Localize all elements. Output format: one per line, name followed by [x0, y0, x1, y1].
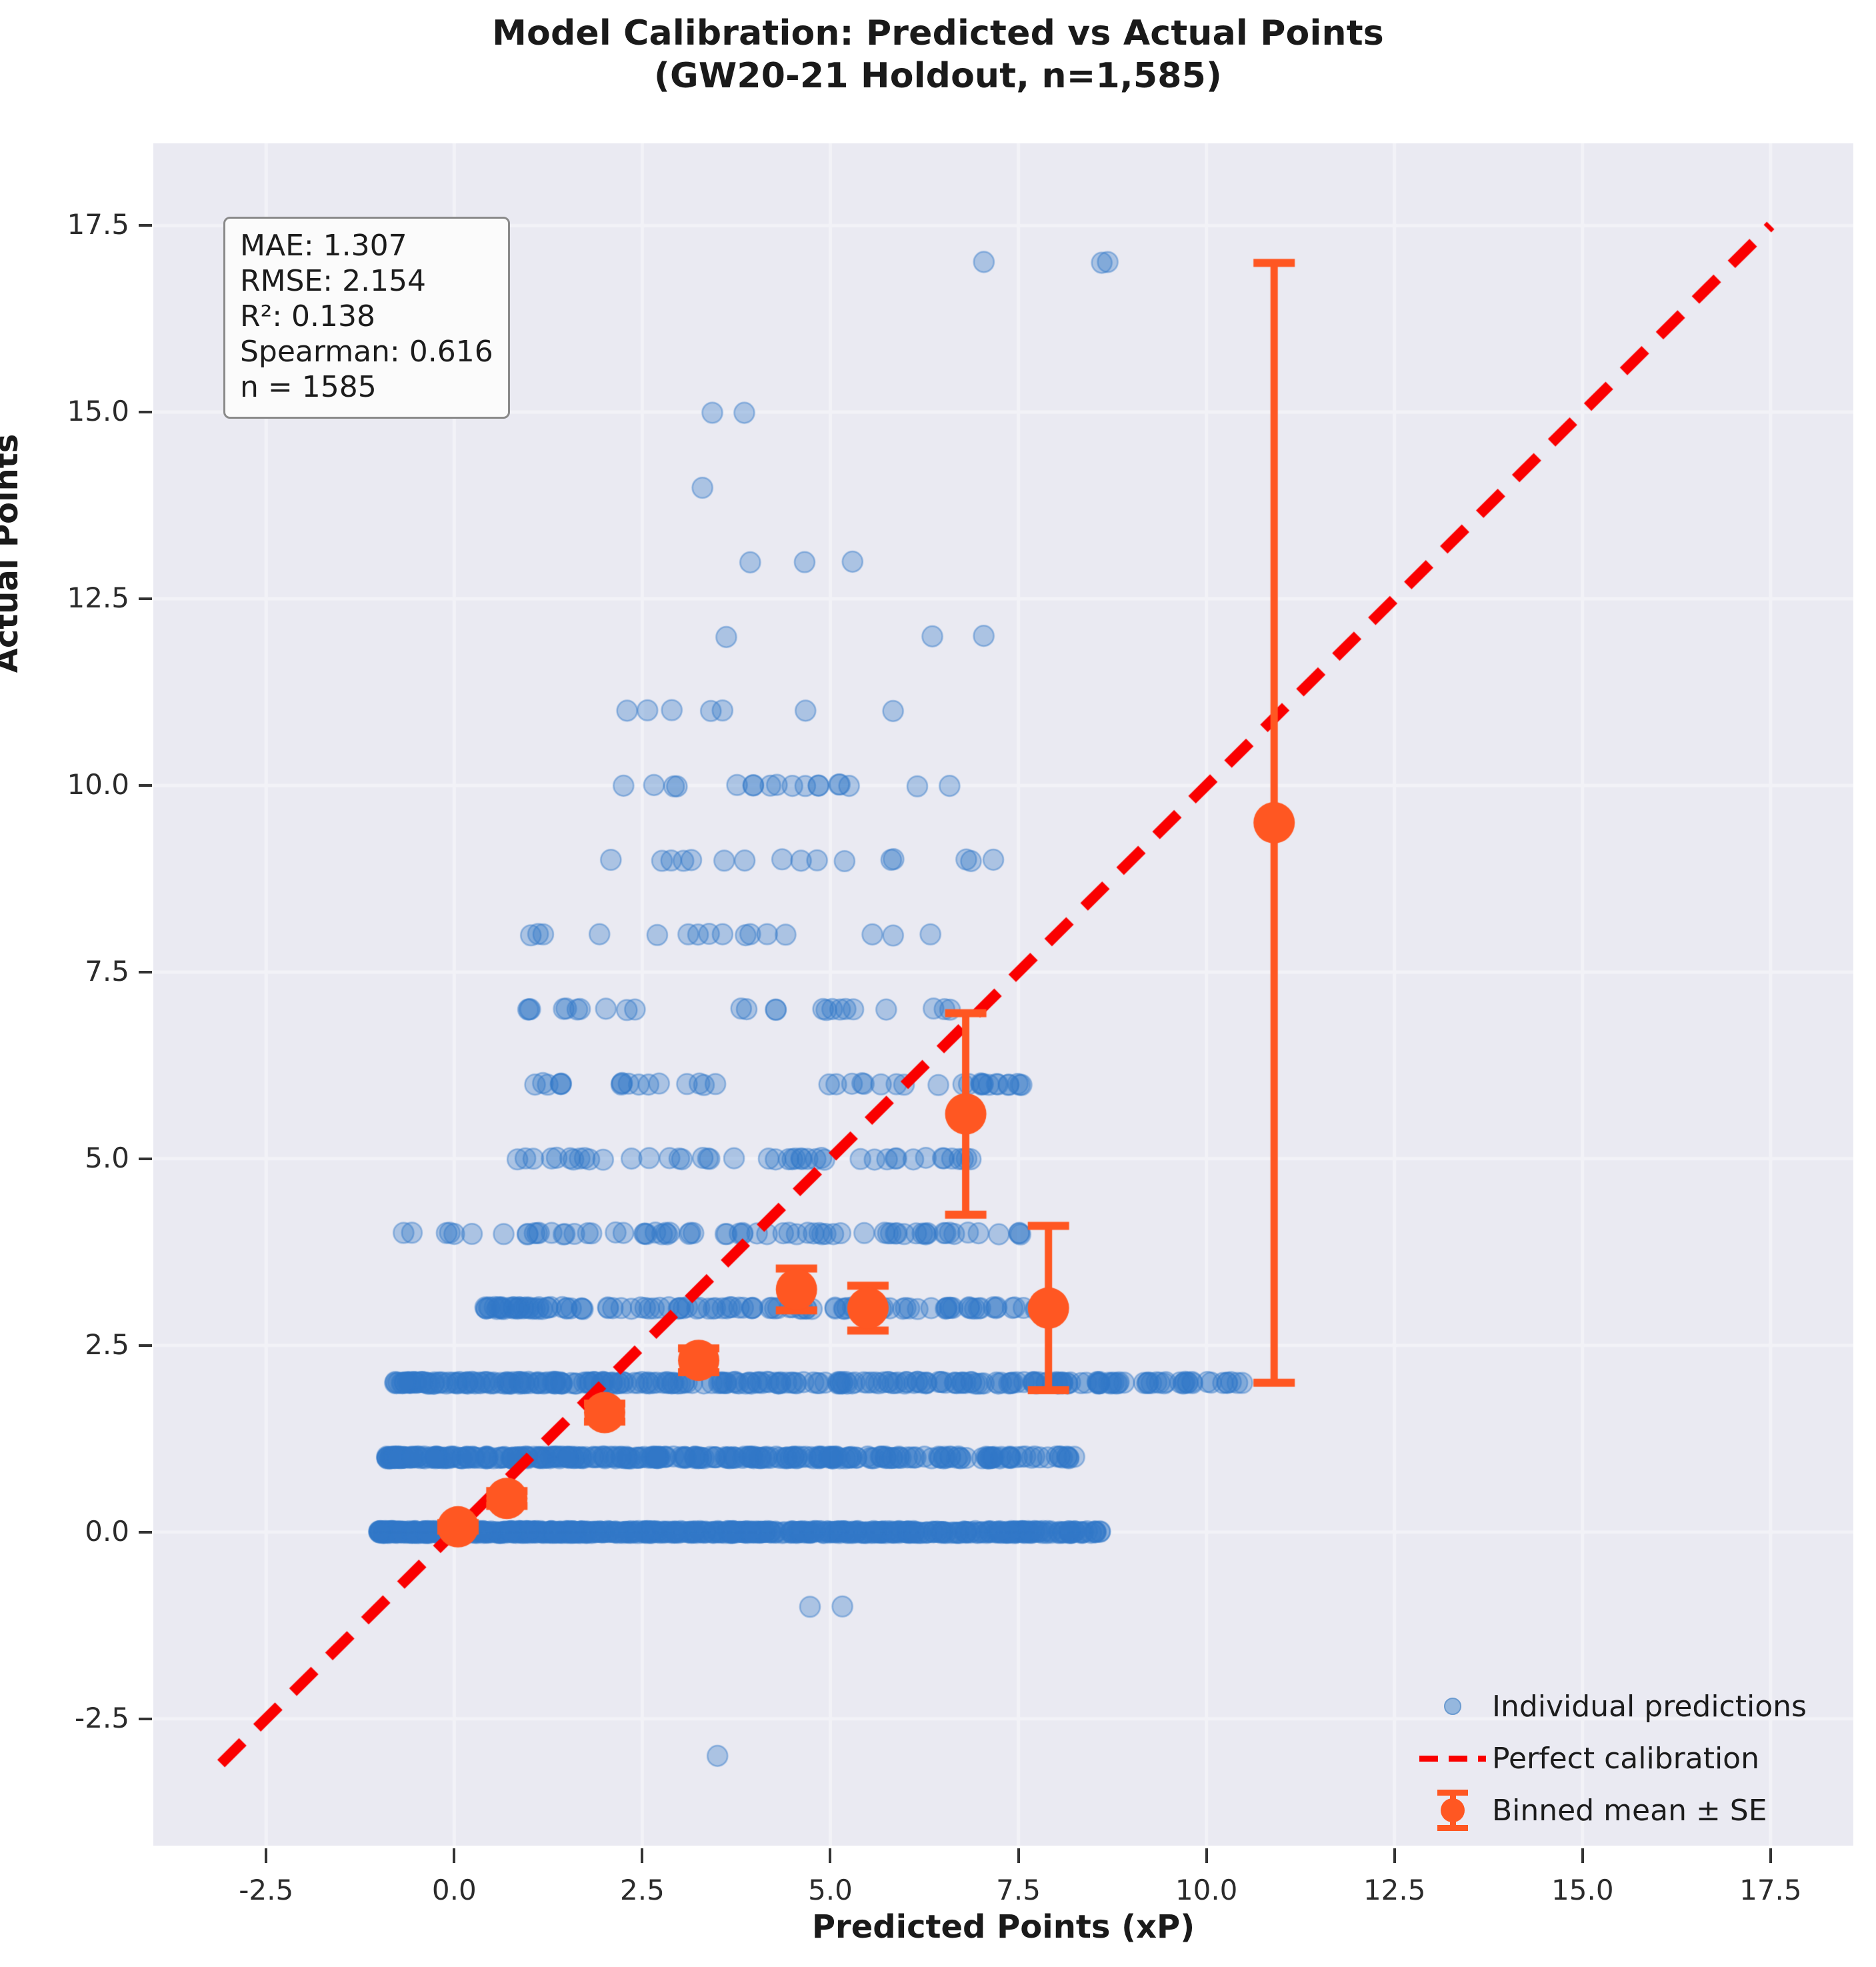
x-tick-label: -2.5: [239, 1874, 294, 1906]
x-tick-mark: [1017, 1848, 1020, 1863]
plot-area: [153, 143, 1853, 1846]
x-tick-mark: [1205, 1848, 1208, 1863]
x-tick-label: 5.0: [808, 1874, 853, 1906]
legend-item-binned-mean: Binned mean ± SE: [1413, 1784, 1840, 1836]
x-tick-label: 17.5: [1739, 1874, 1802, 1906]
chart-title: Model Calibration: Predicted vs Actual P…: [0, 12, 1876, 97]
y-tick-mark: [139, 224, 152, 227]
y-axis-label: Actual Points: [0, 433, 25, 673]
y-tick-label: 10.0: [67, 767, 129, 801]
y-tick-label: 17.5: [67, 208, 129, 241]
x-tick-label: 7.5: [996, 1874, 1041, 1906]
y-tick-label: 12.5: [67, 581, 129, 615]
x-tick-mark: [1769, 1848, 1772, 1863]
x-tick-mark: [829, 1848, 832, 1863]
y-tick-mark: [139, 411, 152, 414]
y-tick-mark: [139, 1157, 152, 1160]
scatter-dot-icon: [1413, 1698, 1492, 1715]
y-tick-mark: [139, 597, 152, 601]
y-tick-label: 0.0: [85, 1514, 129, 1548]
legend-item-individual-predictions: Individual predictions: [1413, 1680, 1840, 1732]
stat-rmse: RMSE: 2.154: [240, 264, 427, 298]
chart-legend: Individual predictions Perfect calibrati…: [1413, 1680, 1840, 1836]
y-tick-label: 7.5: [85, 954, 129, 988]
y-tick-mark: [139, 1530, 152, 1534]
x-tick-mark: [453, 1848, 456, 1863]
x-tick-mark: [1393, 1848, 1396, 1863]
y-tick-label: 5.0: [85, 1141, 129, 1174]
x-tick-mark: [641, 1848, 644, 1863]
y-tick-label: 2.5: [85, 1328, 129, 1361]
y-tick-label: -2.5: [75, 1701, 129, 1734]
x-tick-label: 12.5: [1363, 1874, 1426, 1906]
y-tick-mark: [139, 970, 152, 973]
y-tick-label: 15.0: [67, 395, 129, 428]
legend-label-binned-mean: Binned mean ± SE: [1492, 1793, 1767, 1828]
x-tick-mark: [265, 1848, 268, 1863]
title-line-secondary: (GW20-21 Holdout, n=1,585): [653, 56, 1222, 96]
x-tick-label: 0.0: [431, 1874, 477, 1906]
y-tick-mark: [139, 1344, 152, 1347]
y-tick-mark: [139, 1717, 152, 1720]
scatter-canvas: [153, 143, 1853, 1846]
y-tick-mark: [139, 783, 152, 787]
x-tick-label: 2.5: [620, 1874, 665, 1906]
x-tick-mark: [1581, 1848, 1584, 1863]
legend-label-individual-predictions: Individual predictions: [1492, 1689, 1807, 1724]
statistics-box: MAE: 1.307 RMSE: 2.154 R²: 0.138 Spearma…: [223, 217, 510, 419]
title-line-primary: Model Calibration: Predicted vs Actual P…: [492, 13, 1384, 53]
stat-r2: R²: 0.138: [240, 299, 375, 333]
legend-label-perfect-calibration: Perfect calibration: [1492, 1741, 1759, 1776]
stat-spearman: Spearman: 0.616: [240, 335, 493, 369]
stat-mae: MAE: 1.307: [240, 229, 407, 263]
x-axis-label: Predicted Points (xP): [811, 1908, 1195, 1946]
x-tick-label: 10.0: [1175, 1874, 1238, 1906]
x-tick-label: 15.0: [1551, 1874, 1614, 1906]
legend-item-perfect-calibration: Perfect calibration: [1413, 1732, 1840, 1784]
errorbar-marker-icon: [1413, 1790, 1492, 1831]
stat-n: n = 1585: [240, 370, 377, 404]
dashed-line-icon: [1413, 1755, 1492, 1762]
